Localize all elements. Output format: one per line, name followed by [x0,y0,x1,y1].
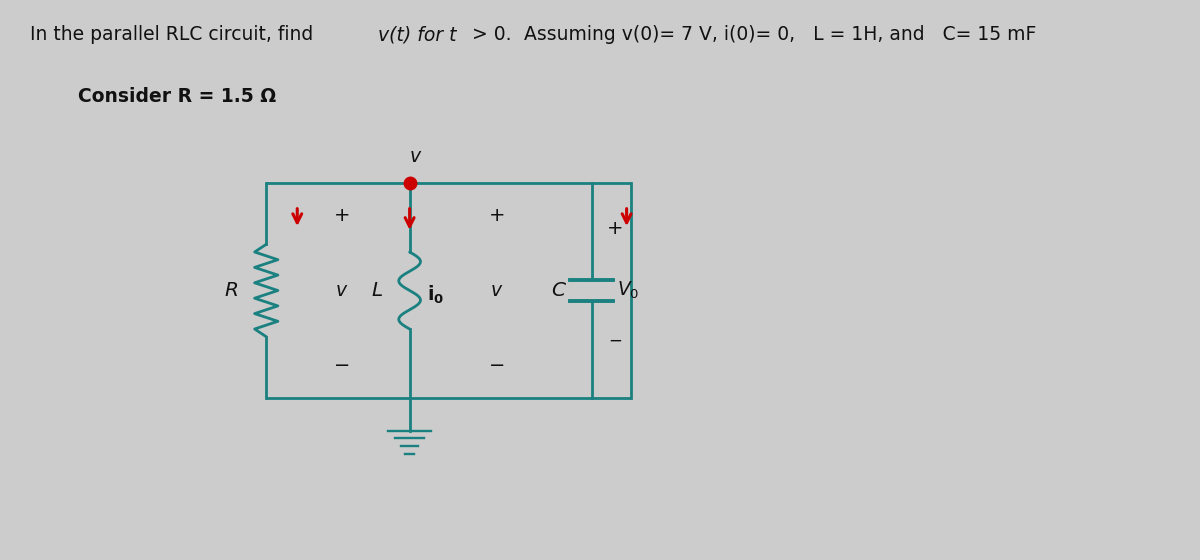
Text: v(t) for t: v(t) for t [378,25,456,44]
Text: $V_0$: $V_0$ [617,280,638,301]
Text: > 0.: > 0. [466,25,511,44]
Text: −: − [334,357,350,375]
Text: −: − [608,332,622,349]
Text: $\bf{i}_0$: $\bf{i}_0$ [427,283,444,306]
Text: $v$: $v$ [335,281,348,300]
Text: In the parallel RLC circuit, find: In the parallel RLC circuit, find [30,25,319,44]
Text: $R$: $R$ [224,281,239,300]
Text: $L$: $L$ [371,281,383,300]
Text: +: + [607,220,623,239]
Text: Consider R = 1.5 Ω: Consider R = 1.5 Ω [78,87,276,106]
Text: $v$: $v$ [409,147,422,166]
Text: $C$: $C$ [551,281,568,300]
Text: +: + [488,206,505,225]
Text: Assuming v(0)= 7 V, i(0)= 0,   L = 1H, and   C= 15 mF: Assuming v(0)= 7 V, i(0)= 0, L = 1H, and… [512,25,1037,44]
Text: +: + [334,206,350,225]
Text: $v$: $v$ [490,281,504,300]
Text: −: − [488,357,505,375]
